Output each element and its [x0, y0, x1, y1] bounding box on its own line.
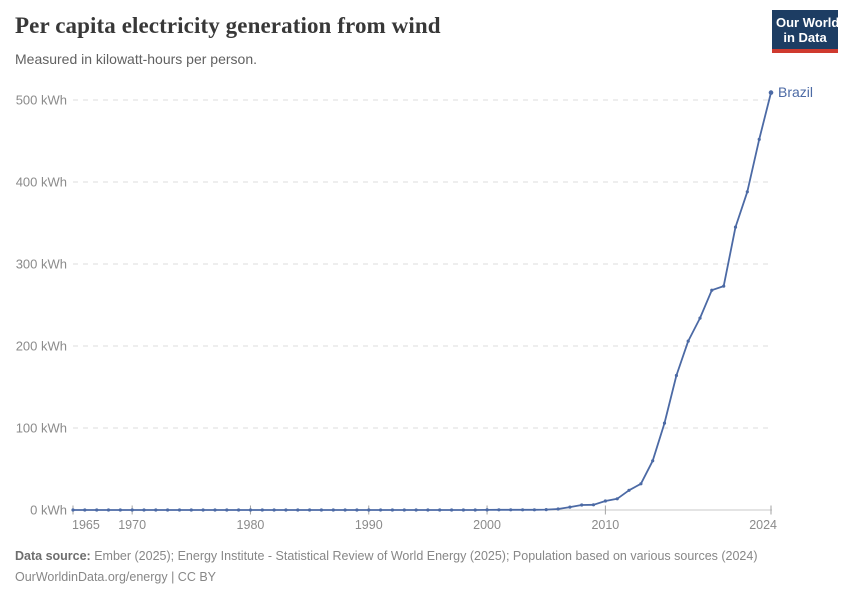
data-point-marker: [768, 90, 774, 95]
data-point-marker: [710, 288, 714, 292]
series-line-brazil[interactable]: [72, 91, 772, 511]
data-point-marker: [106, 508, 111, 512]
y-axis-tick-label: 300 kWh: [16, 257, 67, 272]
data-point-marker: [662, 421, 667, 425]
series-end-label-brazil[interactable]: Brazil: [778, 84, 813, 100]
data-point-marker: [308, 508, 312, 512]
data-point-marker: [331, 508, 335, 512]
data-point-marker: [142, 508, 146, 512]
data-point-marker: [426, 508, 430, 512]
data-point-marker: [355, 508, 359, 512]
data-point-marker: [390, 508, 394, 512]
data-point-marker: [319, 508, 323, 512]
data-point-marker: [260, 508, 264, 512]
data-point-marker: [272, 508, 276, 512]
data-point-marker: [177, 508, 182, 512]
data-point-marker: [402, 508, 406, 512]
data-point-marker: [284, 508, 288, 512]
owid-logo-text-line2: in Data: [783, 30, 827, 45]
data-point-marker: [71, 508, 75, 512]
data-point-marker: [189, 508, 193, 512]
data-point-marker: [473, 508, 477, 512]
data-point-marker: [296, 508, 300, 512]
license-line: OurWorldinData.org/energy | CC BY: [15, 570, 217, 584]
data-point-marker: [379, 508, 383, 512]
data-point-marker: [497, 508, 501, 512]
data-point-marker: [615, 497, 619, 501]
x-axis-tick-label: 2024: [749, 518, 777, 532]
owid-logo-text-line1: Our World: [776, 15, 840, 30]
data-source-label: Data source:: [15, 549, 91, 563]
data-point-marker: [639, 482, 643, 486]
data-point-marker: [83, 508, 87, 512]
data-source-line: Data source: Ember (2025); Energy Instit…: [15, 546, 835, 567]
data-point-marker: [130, 508, 134, 512]
data-point-marker: [698, 316, 702, 320]
data-point-marker: [733, 225, 738, 229]
data-point-marker: [166, 508, 170, 512]
x-axis-tick-label: 2010: [591, 518, 619, 532]
data-point-marker: [686, 339, 690, 343]
chart-footer: Data source: Ember (2025); Energy Instit…: [15, 546, 835, 588]
x-axis-tick-label: 1970: [118, 518, 146, 532]
data-point-marker: [367, 508, 371, 512]
data-point-marker: [225, 508, 229, 512]
y-axis-tick-label: 400 kWh: [16, 175, 67, 190]
page-title: Per capita electricity generation from w…: [15, 13, 441, 38]
data-point-marker: [118, 508, 122, 512]
data-point-marker: [556, 507, 560, 511]
x-axis-tick-label: 1980: [237, 518, 265, 532]
data-point-marker: [627, 488, 631, 492]
y-axis-tick-label: 500 kWh: [16, 93, 67, 108]
data-point-marker: [450, 508, 454, 512]
data-source-text: Ember (2025); Energy Institute - Statist…: [90, 549, 758, 563]
data-point-marker: [521, 508, 525, 512]
y-axis-tick-label: 0 kWh: [30, 503, 67, 518]
x-axis-tick-label: 1965: [72, 518, 100, 532]
data-point-marker: [343, 508, 347, 512]
data-point-marker: [544, 508, 548, 512]
data-point-marker: [603, 499, 608, 503]
data-point-marker: [532, 508, 537, 512]
data-point-marker: [485, 508, 489, 512]
data-point-marker: [722, 284, 726, 288]
data-point-marker: [154, 508, 158, 512]
y-axis-tick-label: 100 kWh: [16, 421, 67, 436]
data-point-marker: [438, 508, 442, 512]
data-point-marker: [509, 508, 513, 512]
chart-subtitle: Measured in kilowatt-hours per person.: [15, 51, 258, 67]
data-point-marker: [580, 503, 584, 507]
data-point-marker: [757, 137, 761, 141]
data-point-marker: [591, 503, 596, 507]
data-point-marker: [213, 508, 217, 512]
data-point-marker: [651, 459, 655, 463]
data-point-marker: [414, 508, 418, 512]
data-point-marker: [568, 505, 572, 509]
data-point-marker: [95, 508, 99, 512]
data-point-marker: [237, 508, 241, 512]
data-point-marker: [248, 508, 253, 512]
data-point-marker: [745, 190, 749, 194]
chart-plot-area[interactable]: 0 kWh 100 kWh 200 kWh 300 kWh 400 kWh 500 kWh…: [0, 80, 850, 550]
y-axis-tick-label: 200 kWh: [16, 339, 67, 354]
data-point-marker: [674, 373, 679, 378]
x-axis-tick-label: 2000: [473, 518, 501, 532]
x-axis-tick-label: 1990: [355, 518, 383, 532]
data-point-marker: [201, 508, 205, 512]
data-point-marker: [461, 508, 465, 512]
owid-logo[interactable]: Our World in Data: [772, 10, 840, 53]
